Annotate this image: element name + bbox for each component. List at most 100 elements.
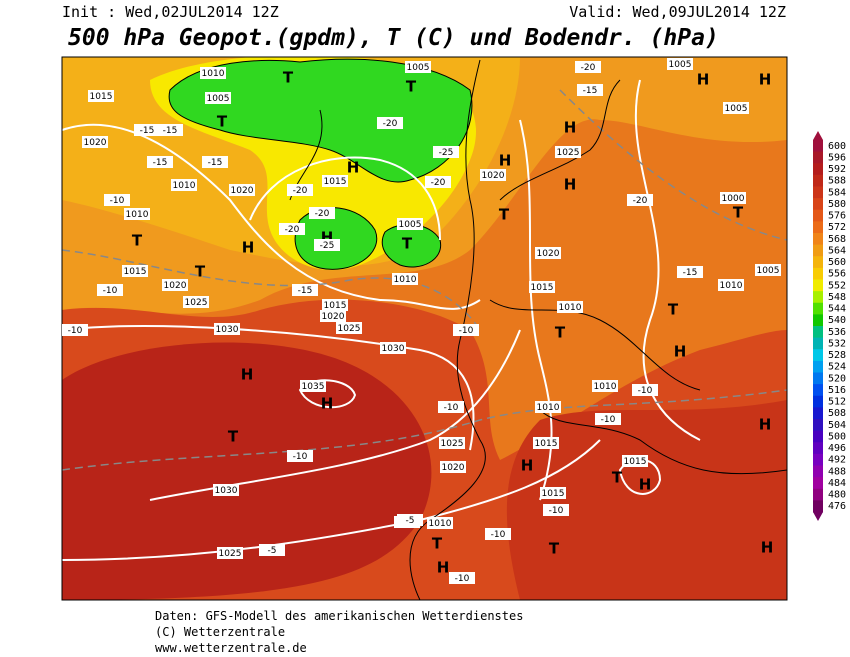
pressure-center: H (564, 119, 577, 137)
colorbar-label: 528 (828, 350, 846, 361)
label-box (592, 380, 618, 392)
label-box (309, 207, 335, 219)
colorbar-label: 592 (828, 164, 846, 175)
contour-label: 1005 (725, 104, 748, 114)
label-box (723, 102, 749, 114)
contour-label: 1010 (720, 281, 743, 291)
pressure-center: H (564, 176, 577, 194)
label-box (397, 514, 423, 526)
label-box (555, 146, 581, 158)
label-box (392, 273, 418, 285)
label-box (336, 322, 362, 334)
colorbar-swatch (813, 384, 823, 397)
label-box (535, 401, 561, 413)
label-box (718, 279, 744, 291)
colorbar-label: 532 (828, 338, 846, 349)
label-box (380, 342, 406, 354)
label-box (439, 437, 465, 449)
pressure-center: H (759, 416, 772, 434)
contour-label: 1035 (302, 382, 325, 392)
contour-label: 1010 (394, 275, 417, 285)
label-box (397, 218, 423, 230)
contour-label: 1010 (126, 210, 149, 220)
label-box (557, 301, 583, 313)
contour-label: 1020 (231, 186, 254, 196)
pressure-center: H (437, 559, 450, 577)
label-box (229, 184, 255, 196)
colorbar-swatch (813, 233, 823, 246)
contour-label: 1000 (722, 194, 745, 204)
colorbar-swatch (813, 430, 823, 443)
colorbar-label: 520 (828, 373, 846, 384)
colorbar-swatch (813, 395, 823, 408)
contour-label: 1020 (442, 463, 465, 473)
contour-label: -25 (320, 241, 335, 251)
pressure-center: T (432, 535, 443, 553)
contour-label: -10 (638, 386, 653, 396)
colorbar-swatch (813, 302, 823, 315)
pressure-center: T (217, 113, 228, 131)
pressure-center: H (521, 457, 534, 475)
colorbar-label: 548 (828, 292, 846, 303)
label-box (425, 176, 451, 188)
contour-label: 1020 (537, 249, 560, 259)
label-box (480, 169, 506, 181)
colorbar-swatch (813, 314, 823, 327)
contour-label: 1025 (338, 324, 361, 334)
label-box (217, 547, 243, 559)
map-title: 500 hPa Geopot.(gpdm), T (C) und Bodendr… (68, 25, 719, 51)
contour-label: -20 (285, 225, 300, 235)
label-box (157, 124, 183, 136)
contour-label: -10 (68, 326, 83, 336)
contour-label: -20 (383, 119, 398, 129)
pressure-center: T (402, 235, 413, 253)
label-box (322, 175, 348, 187)
label-box (214, 323, 240, 335)
pressure-center: H (347, 159, 360, 177)
colorbar-label: 504 (828, 420, 846, 431)
colorbar-swatch (813, 244, 823, 257)
contour-label: 1025 (185, 298, 208, 308)
label-box (720, 192, 746, 204)
pressure-center: T (283, 69, 294, 87)
label-box (292, 284, 318, 296)
colorbar-label: 576 (828, 211, 846, 222)
contour-label: 1005 (669, 60, 692, 70)
colorbar-swatch (813, 372, 823, 385)
footer-line: Daten: GFS-Modell des amerikanischen Wet… (155, 609, 523, 623)
contour-label: 1015 (324, 301, 347, 311)
contour-label: 1015 (324, 177, 347, 187)
label-box (213, 484, 239, 496)
colorbar-label: 580 (828, 199, 846, 210)
contour-label: 1020 (164, 281, 187, 291)
label-box (259, 544, 285, 556)
colorbar-swatch (813, 500, 823, 513)
colorbar-label: 524 (828, 362, 846, 373)
colorbar-swatch (813, 256, 823, 269)
label-box (314, 239, 340, 251)
contour-label: 1015 (624, 457, 647, 467)
colorbar-swatch (813, 488, 823, 501)
pressure-center: H (321, 395, 334, 413)
colorbar-swatch (813, 198, 823, 211)
colorbar-swatch (813, 151, 823, 164)
colorbar-swatch (813, 442, 823, 455)
colorbar-swatch (813, 360, 823, 373)
contour-label: 1030 (215, 486, 238, 496)
colorbar-label: 476 (828, 501, 846, 512)
colorbar-label: 508 (828, 408, 846, 419)
pressure-center: T (499, 206, 510, 224)
pressure-center: H (242, 239, 255, 257)
label-box (433, 146, 459, 158)
contour-label: -25 (439, 148, 454, 158)
label-box (529, 281, 555, 293)
init-time: Init : Wed,02JUL2014 12Z (62, 3, 279, 21)
footer-line: (C) Wetterzentrale (155, 625, 285, 639)
contour-label: -10 (459, 326, 474, 336)
contour-label: -20 (633, 196, 648, 206)
contour-label: 1025 (557, 148, 580, 158)
contour-label: 1005 (407, 63, 430, 73)
pressure-center: T (549, 540, 560, 558)
colorbar-label: 516 (828, 385, 846, 396)
